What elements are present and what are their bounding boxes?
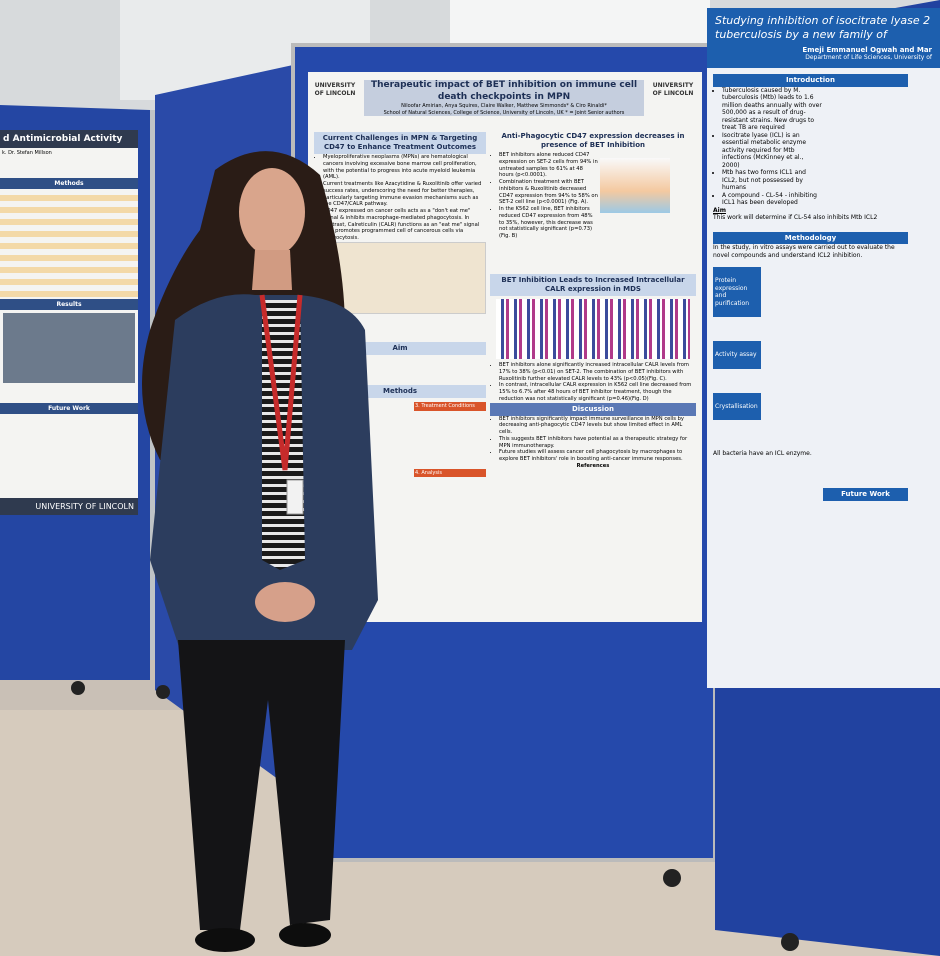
bullet: Current treatments like Azacytidine & Ru… [323, 181, 486, 208]
poster-affiliation: School of Natural Sciences, College of S… [383, 109, 625, 116]
title-box: Therapeutic impact of BET inhibition on … [364, 80, 644, 117]
poster-title: Therapeutic impact of BET inhibition on … [370, 80, 638, 102]
section-heading: Future Work [823, 487, 908, 501]
results-figure [3, 313, 135, 383]
section-heading: Aim [314, 341, 486, 356]
left-column: Current Challenges in MPN & Targeting CD… [314, 132, 486, 478]
wheel [663, 869, 681, 887]
section-heading: Aim [713, 206, 726, 214]
methodology-text: In the study, in vitro assays were carri… [713, 244, 895, 259]
poster-header: Studying inhibition of isocitrate lyase … [707, 8, 940, 68]
bullet: Tuberculosis caused by M. tuberculosis (… [722, 87, 822, 132]
section-heading: Discussion [490, 402, 696, 416]
poster-title: d Antimicrobial Activity [0, 130, 138, 148]
pathway-figure [314, 241, 486, 314]
poster-authors: Emeji Emmanuel Ogwah and Mar [802, 45, 932, 54]
section-heading: Anti-Phagocytic CD47 expression decrease… [501, 132, 685, 150]
bullet-list: Myeloproliferative neoplasms (MPNs) are … [314, 154, 486, 242]
section-heading: Methods [314, 385, 486, 399]
wheel [71, 681, 85, 695]
method-step: 4. Analysis [414, 468, 486, 478]
side-board [155, 65, 293, 790]
bullet: This suggests BET inhibitors have potent… [499, 436, 696, 450]
bullet: Mtb has two forms ICL1 and ICL2, but not… [722, 169, 822, 192]
bullet: In the K562 cell line, BET inhibitors re… [499, 206, 599, 240]
section-heading: Results [0, 299, 138, 310]
right-poster: Studying inhibition of isocitrate lyase … [707, 8, 940, 688]
section-heading: Methods [0, 178, 138, 189]
poster-title: tuberculosis by a new family of [715, 27, 887, 41]
right-column: Anti-Phagocytic CD47 expression decrease… [490, 130, 696, 470]
bullet: Myeloproliferative neoplasms (MPNs) are … [323, 154, 486, 181]
method-step: Protein expression and purification [713, 267, 761, 318]
section-heading: Introduction [713, 73, 908, 87]
histogram-figure [600, 158, 670, 213]
section-heading: BET Inhibition Leads to Increased Intrac… [490, 273, 696, 297]
wheel [781, 933, 799, 951]
logo: UNIVERSITY OF LINCOLN [652, 82, 694, 97]
note-text: All bacteria have an ICL enzyme. [713, 450, 812, 458]
bullet: A compound - CL-54 - inhibiting ICL1 has… [722, 192, 822, 207]
bar-figures [496, 299, 690, 360]
poster-column: Introduction Tuberculosis caused by M. t… [707, 68, 914, 507]
section-heading: Future Work [0, 403, 138, 414]
bullet: Combination treatment with BET inhibitor… [499, 179, 599, 206]
poster-title: Studying inhibition of isocitrate lyase … [715, 14, 931, 27]
poster-authors: Niloofar Amirian, Anya Squires, Claire W… [401, 103, 607, 110]
bullet: CD47 expressed on cancer cells acts as a… [323, 208, 486, 242]
logo: UNIVERSITY OF LINCOLN [0, 498, 138, 515]
section-heading: Current Challenges in MPN & Targeting CD… [314, 132, 486, 155]
bullet: BET inhibitors alone significantly incre… [499, 362, 696, 382]
left-poster: d Antimicrobial Activity k. Dr. Stefan M… [0, 130, 138, 515]
bullet: Isocitrate lyase (ICL) is an essential m… [722, 132, 822, 170]
bullet: Future studies will assess cancer cell p… [499, 449, 696, 463]
bullet: BET inhibitors significantly impact immu… [499, 416, 696, 436]
method-step: Activity assay [713, 341, 761, 369]
logo: UNIVERSITY OF LINCOLN [314, 82, 356, 97]
window-light [450, 0, 710, 45]
method-boxes [0, 189, 138, 299]
aim-text: This work will determine if CL-54 also i… [713, 214, 878, 221]
poster-author: k. Dr. Stefan Millson [2, 150, 52, 156]
poster-department: Department of Life Sciences, University … [805, 54, 932, 62]
bullet-list: BET inhibitors alone reduced CD47 expres… [490, 152, 599, 240]
bullet-list: BET inhibitors alone significantly incre… [490, 362, 696, 403]
method-step: Crystallisation [713, 392, 761, 421]
wheel [156, 685, 170, 699]
bullet: BET inhibitors alone reduced CD47 expres… [499, 152, 599, 179]
center-poster: UNIVERSITY OF LINCOLN UNIVERSITY OF LINC… [308, 72, 702, 622]
bullet-list: BET inhibitors significantly impact immu… [490, 416, 696, 463]
bullet-list: Tuberculosis caused by M. tuberculosis (… [713, 87, 822, 207]
bullet: In contrast, intracellular CALR expressi… [499, 382, 696, 402]
references-heading: References [576, 462, 610, 469]
method-step: 3. Treatment Conditions [414, 402, 486, 411]
section-heading: Methodology [713, 231, 908, 245]
